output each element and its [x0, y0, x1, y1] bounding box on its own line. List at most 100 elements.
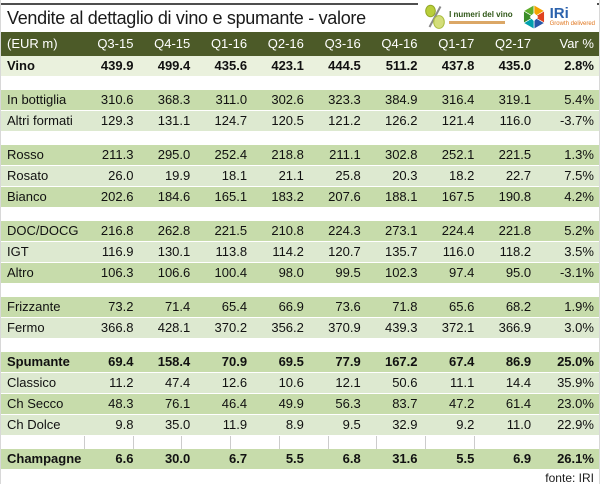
table-row: Champagne 6.6 30.0 6.7 5.5 6.8 31.6 5.5 6.9 26.1% — [1, 449, 599, 470]
value-cell: 56.3 — [335, 396, 361, 411]
value-cell: 511.2 — [385, 58, 418, 73]
table-row: In bottiglia 310.6 368.3 311.0 302.6 323.3 384… — [1, 90, 599, 111]
numeri-del-vino-text: I numeri del vino — [449, 10, 513, 24]
value-cell: 77.9 — [335, 354, 361, 369]
value-cell: 210.8 — [271, 223, 304, 238]
value-cell: 184.6 — [157, 189, 191, 204]
value-cell: 262.8 — [157, 223, 191, 238]
table-row: Bianco 202.6 184.6 165.1 183.2 207.6 188.1 167.… — [1, 187, 599, 208]
column-header: Q4-16 — [381, 36, 418, 51]
row-label: IGT — [7, 244, 29, 259]
value-cell: 368.3 — [157, 92, 191, 107]
column-header: Q3-16 — [324, 36, 361, 51]
value-cell: 61.4 — [505, 396, 532, 411]
column-header: Q3-15 — [97, 36, 134, 51]
table-row: Altri formati 129.3 131.1 124.7 120.5 121.2 12… — [1, 111, 599, 132]
value-cell: 83.7 — [392, 396, 418, 411]
top-rule — [1, 3, 599, 5]
value-cell: 273.1 — [384, 223, 418, 238]
value-cell: 30.0 — [164, 451, 191, 466]
value-cell: 18.2 — [449, 168, 475, 183]
column-header: Q4-15 — [154, 36, 191, 51]
value-cell: 116.0 — [499, 113, 532, 128]
value-cell: 428.1 — [157, 320, 191, 335]
value-cell: 207.6 — [328, 189, 361, 204]
value-cell: 183.2 — [271, 189, 304, 204]
iri-text: IRi Growth delivered — [550, 6, 595, 27]
value-cell: 218.8 — [271, 147, 304, 162]
value-cell: 66.9 — [278, 299, 304, 314]
table-header-row: (EUR m) Q3-15 Q4-15 Q1-16 Q2-16 Q3-16 Q4-16 Q1-… — [1, 32, 599, 56]
table-row: DOC/DOCG 216.8 262.8 221.5 210.8 224.3 273.1 22… — [1, 221, 599, 242]
value-cell: 69.4 — [108, 354, 134, 369]
value-cell: 86.9 — [505, 354, 532, 369]
var-cell: 3.0% — [564, 320, 594, 335]
iri-logo: IRi Growth delivered — [518, 2, 597, 31]
value-cell: 120.5 — [271, 113, 304, 128]
numeri-del-vino-name: I numeri del vino — [449, 9, 513, 19]
var-cell: 1.9% — [564, 299, 594, 314]
row-label: Classico — [7, 375, 57, 390]
gridline — [230, 436, 231, 449]
value-cell: 65.6 — [449, 299, 475, 314]
page-title: Vendite al dettaglio di vino e spumante … — [7, 8, 366, 28]
value-cell: 423.1 — [271, 58, 304, 73]
gridline — [279, 436, 280, 449]
row-label: DOC/DOCG — [7, 223, 79, 238]
table-row: Spumante 69.4 158.4 70.9 69.5 77.9 167.2 67.4 86… — [1, 352, 599, 373]
gridline — [474, 436, 475, 449]
value-cell: 99.5 — [335, 265, 361, 280]
var-cell: 2.8% — [564, 58, 594, 73]
value-cell: 12.1 — [335, 375, 361, 390]
row-label: Fermo — [7, 320, 45, 335]
value-cell: 224.3 — [328, 223, 361, 238]
row-label: Frizzante — [7, 299, 61, 314]
gridline — [84, 436, 85, 449]
value-cell: 35.0 — [164, 417, 191, 432]
value-cell: 167.5 — [441, 189, 475, 204]
value-cell: 32.9 — [392, 417, 418, 432]
value-cell: 295.0 — [157, 147, 191, 162]
value-cell: 302.8 — [384, 147, 418, 162]
value-cell: 499.4 — [157, 58, 191, 73]
value-cell: 252.1 — [441, 147, 475, 162]
source-note: fonte: IRI — [545, 471, 594, 484]
value-cell: 310.6 — [100, 92, 134, 107]
var-cell: 1.3% — [564, 147, 594, 162]
var-cell: 5.2% — [564, 223, 594, 238]
value-cell: 356.2 — [271, 320, 304, 335]
value-cell: 116.0 — [442, 244, 475, 259]
logos: I numeri del vino IRi Growth delivered — [418, 2, 597, 31]
value-cell: 439.9 — [100, 58, 134, 73]
spacer-row — [1, 77, 599, 90]
gridline — [425, 436, 426, 449]
value-cell: 366.8 — [100, 320, 134, 335]
iri-cube-icon — [522, 3, 545, 30]
value-cell: 116.9 — [101, 244, 134, 259]
row-label: Spumante — [7, 354, 70, 369]
value-cell: 70.9 — [221, 354, 248, 369]
value-cell: 97.4 — [449, 265, 475, 280]
value-cell: 121.2 — [328, 113, 361, 128]
value-cell: 73.6 — [335, 299, 361, 314]
value-cell: 47.4 — [164, 375, 191, 390]
value-cell: 131.1 — [157, 113, 191, 128]
value-cell: 106.3 — [100, 265, 134, 280]
value-cell: 124.7 — [214, 113, 248, 128]
value-cell: 130.1 — [157, 244, 191, 259]
table-row: Ch Dolce 9.8 35.0 11.9 8.9 9.5 32.9 9.2 11.0 22.9… — [1, 415, 599, 436]
column-header: Q2-16 — [267, 36, 304, 51]
column-header: (EUR m) — [7, 36, 58, 51]
value-cell: 118.2 — [499, 244, 532, 259]
value-cell: 18.1 — [221, 168, 248, 183]
numeri-del-vino-tagline — [449, 20, 506, 24]
value-cell: 9.2 — [456, 417, 475, 432]
numeri-del-vino-percent-icon — [425, 4, 445, 29]
value-cell: 135.7 — [384, 244, 418, 259]
value-cell: 114.2 — [272, 244, 304, 259]
value-cell: 221.5 — [214, 223, 248, 238]
value-cell: 76.1 — [164, 396, 191, 411]
row-label: Champagne — [7, 451, 82, 466]
title-bar: Vendite al dettaglio di vino e spumante … — [1, 0, 599, 32]
